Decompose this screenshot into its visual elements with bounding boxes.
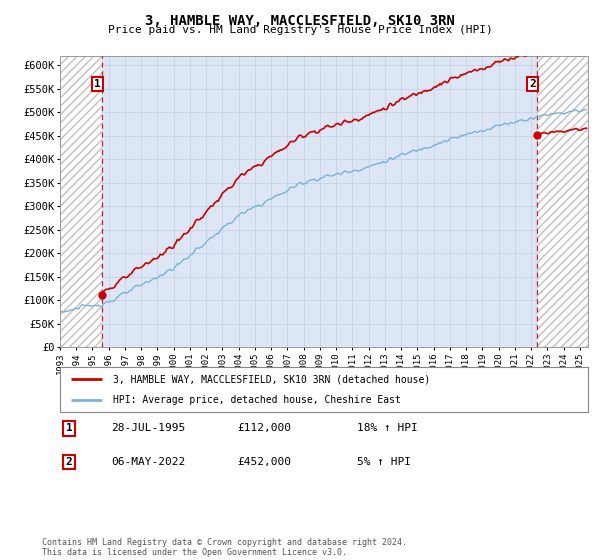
Text: Contains HM Land Registry data © Crown copyright and database right 2024.
This d: Contains HM Land Registry data © Crown c…	[42, 538, 407, 557]
Text: 2: 2	[529, 79, 536, 89]
Text: HPI: Average price, detached house, Cheshire East: HPI: Average price, detached house, Ches…	[113, 395, 401, 405]
Bar	[60, 56, 102, 347]
Text: 06-MAY-2022: 06-MAY-2022	[111, 457, 185, 467]
Bar	[537, 56, 588, 347]
Text: 1: 1	[65, 423, 73, 433]
Text: 5% ↑ HPI: 5% ↑ HPI	[357, 457, 411, 467]
Text: 18% ↑ HPI: 18% ↑ HPI	[357, 423, 418, 433]
Text: Price paid vs. HM Land Registry's House Price Index (HPI): Price paid vs. HM Land Registry's House …	[107, 25, 493, 35]
Text: 1: 1	[94, 79, 101, 89]
Text: 3, HAMBLE WAY, MACCLESFIELD, SK10 3RN (detached house): 3, HAMBLE WAY, MACCLESFIELD, SK10 3RN (d…	[113, 374, 430, 384]
Text: £112,000: £112,000	[237, 423, 291, 433]
Text: 28-JUL-1995: 28-JUL-1995	[111, 423, 185, 433]
Text: £452,000: £452,000	[237, 457, 291, 467]
Text: 2: 2	[65, 457, 73, 467]
Bar	[60, 56, 102, 347]
Text: 3, HAMBLE WAY, MACCLESFIELD, SK10 3RN: 3, HAMBLE WAY, MACCLESFIELD, SK10 3RN	[145, 14, 455, 28]
Bar	[537, 56, 588, 347]
